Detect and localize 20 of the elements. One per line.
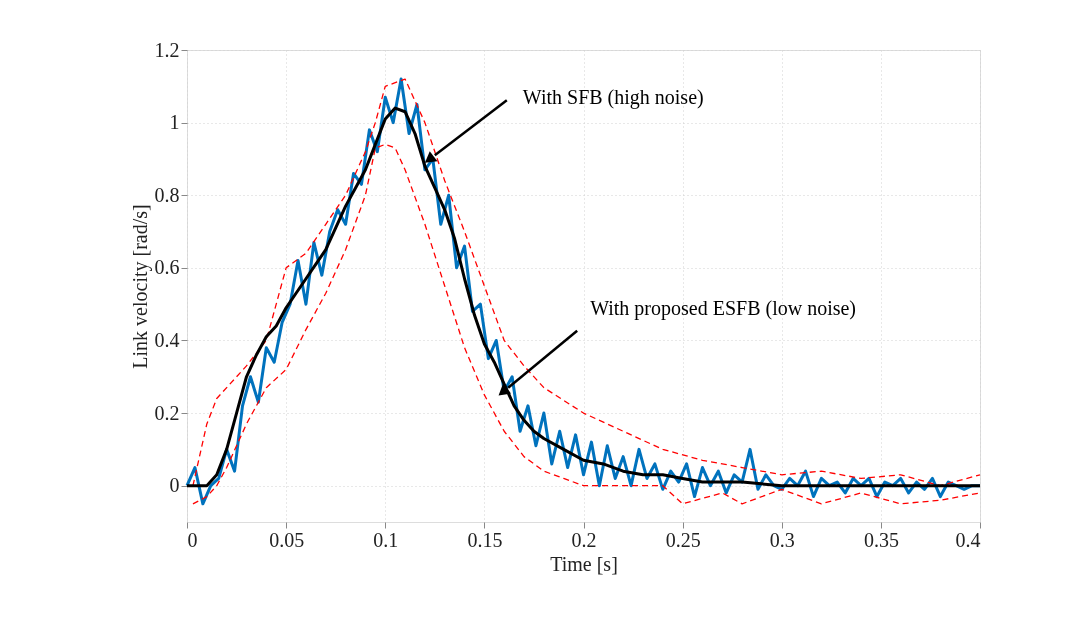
y-tick-label: 1.2 <box>154 38 180 61</box>
x-tick-label: 0.2 <box>571 528 597 551</box>
y-tick-label: 0.8 <box>154 183 180 206</box>
x-tick-label: 0.4 <box>955 528 981 551</box>
x-tick-label: 0.3 <box>769 528 795 551</box>
x-axis-title: Time [s] <box>550 552 618 575</box>
x-tick-label: 0.25 <box>665 528 701 551</box>
x-tick-label: 0.15 <box>467 528 503 551</box>
y-tick-label: 0 <box>169 474 180 497</box>
x-tick-label: 0.1 <box>373 528 399 551</box>
annotation: With proposed ESFB (low noise) <box>590 296 857 320</box>
y-tick-label: 0.4 <box>154 328 180 351</box>
y-axis-title: Link velocity [rad/s] <box>128 204 152 369</box>
x-tick-label: 0.35 <box>863 528 899 551</box>
y-tick-label: 1 <box>169 111 180 134</box>
annotation: With SFB (high noise) <box>522 86 704 110</box>
x-tick-label: 0 <box>187 528 198 551</box>
x-tick-label: 0.05 <box>269 528 305 551</box>
y-tick-label: 0.6 <box>154 256 180 279</box>
y-tick-label: 0.2 <box>154 401 180 424</box>
